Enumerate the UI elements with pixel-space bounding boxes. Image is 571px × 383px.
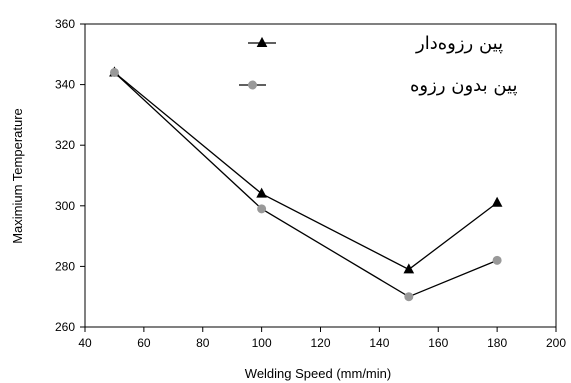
x-axis-ticks: 40 60 80 100 120 140 160 180 200 (78, 327, 566, 350)
legend-marker (256, 36, 268, 47)
series-layer (109, 66, 503, 302)
data-point (403, 263, 415, 274)
y-tick-label: 280 (55, 259, 75, 273)
data-point (492, 255, 502, 265)
x-tick-label: 80 (196, 336, 210, 350)
series-line (113, 72, 498, 298)
data-point (404, 292, 414, 302)
x-axis-label: Welding Speed (mm/min) (245, 366, 391, 381)
x-tick-label: 140 (369, 336, 389, 350)
series-2 (109, 67, 502, 302)
x-tick-label: 60 (137, 336, 151, 350)
series-line (114, 71, 498, 271)
x-tick-label: 120 (310, 336, 330, 350)
data-point (256, 187, 267, 198)
x-tick-label: 160 (428, 336, 448, 350)
plot-area (84, 23, 557, 328)
legend-marker (248, 80, 257, 90)
y-tick-label: 340 (55, 78, 75, 92)
y-tick-label: 260 (55, 320, 75, 334)
y-axis-ticks: 260 280 300 320 340 360 (55, 17, 85, 334)
legend-label: پین بدون رزوه (410, 75, 517, 96)
series-1 (109, 66, 503, 274)
y-tick-label: 300 (55, 199, 75, 213)
x-tick-label: 200 (546, 336, 566, 350)
legend-item: پین بدون رزوه (239, 75, 517, 96)
data-point (491, 196, 503, 207)
x-tick-label: 180 (487, 336, 507, 350)
x-tick-label: 40 (78, 336, 92, 350)
plot-border (84, 23, 557, 328)
x-tick-label: 100 (252, 336, 272, 350)
legend-item: پین رزوه‌دار (248, 33, 503, 54)
y-tick-label: 320 (55, 138, 75, 152)
data-point (109, 67, 119, 77)
legend-label: پین رزوه‌دار (415, 33, 503, 54)
y-tick-label: 360 (55, 17, 75, 31)
data-point (257, 204, 267, 214)
legend: پین رزوه‌دار پین بدون رزوه (239, 33, 517, 96)
y-axis-label: Maximium Temperature (10, 108, 25, 244)
